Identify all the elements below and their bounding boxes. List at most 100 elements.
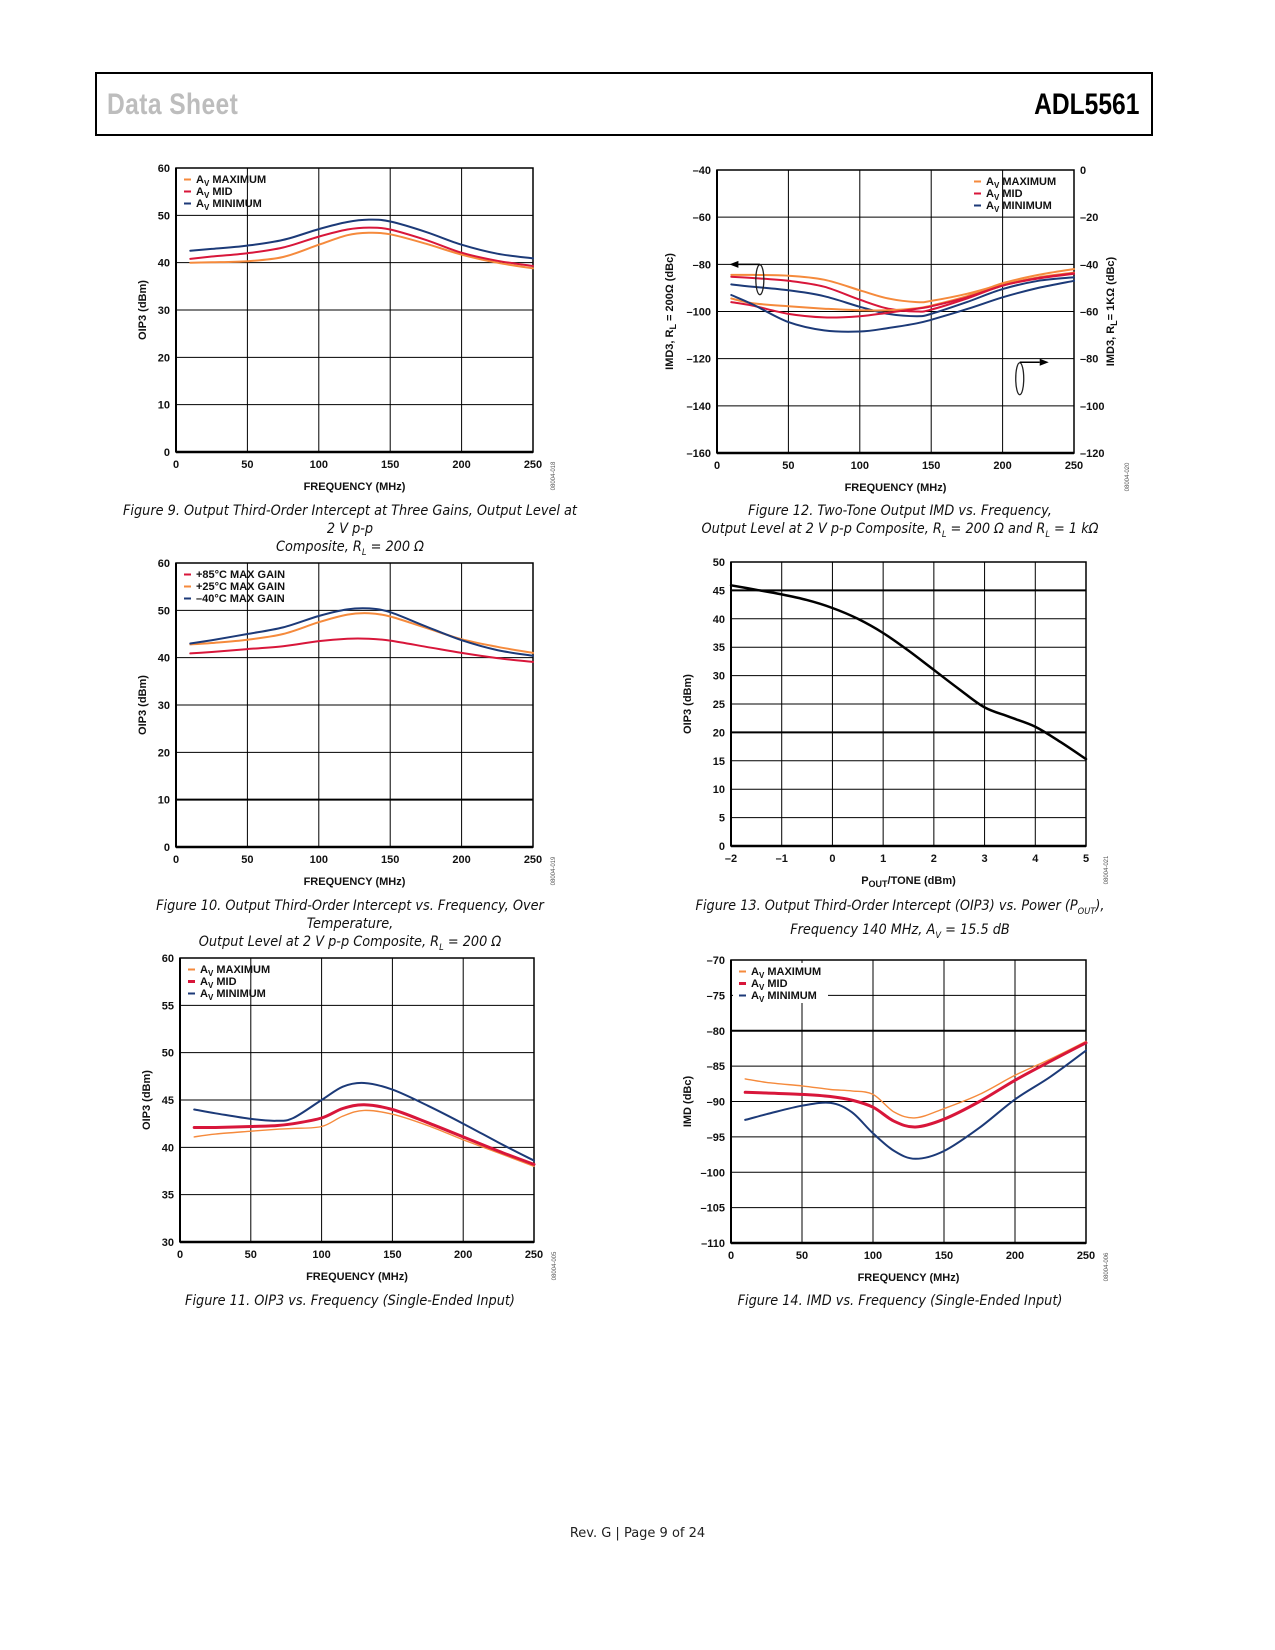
y2-tick-label: 0 <box>1080 165 1086 177</box>
figure-10-chart: 0 50 100 150 200 250 0 10 20 30 40 50 60 FREQUENCY (M… <box>137 558 557 888</box>
caption-subscript: V <box>935 930 941 941</box>
series-line-1 <box>743 1041 1088 1129</box>
y-tick-label: –160 <box>687 448 711 460</box>
legend-label-rest: MINIMUM <box>209 198 262 210</box>
y-axis-label: OIP3 (dBm) <box>141 1070 153 1130</box>
series-group <box>729 584 1088 761</box>
y-tick-label: –60 <box>693 212 711 224</box>
legend-label: AV MINIMUM <box>986 200 1052 214</box>
legend-label-main: A <box>200 964 208 976</box>
figure-13-caption: Figure 13. Output Third-Order Intercept … <box>670 897 1130 945</box>
caption-line: Output Level at 2 V p-p Composite, R <box>701 521 942 537</box>
legend-label-sub: V <box>204 191 210 200</box>
x-tick-label: 250 <box>525 1249 543 1261</box>
y2-axis-label-main: IMD3, R <box>1105 326 1117 366</box>
legend-label: AV MINIMUM <box>196 198 262 212</box>
legend-label-rest: MID <box>213 976 236 988</box>
y-tick-label: 20 <box>158 352 170 364</box>
x-tick-label: 5 <box>1083 853 1089 865</box>
x-axis-label-main: P <box>861 875 868 887</box>
y-tick-label: 60 <box>158 558 170 570</box>
figure-14-caption: Figure 14. IMD vs. Frequency (Single-End… <box>670 1292 1130 1310</box>
legend-label-sub: V <box>759 995 765 1004</box>
x-tick-label: 200 <box>454 1249 472 1261</box>
x-tick-label: 200 <box>452 854 470 866</box>
legend-label-rest: MAXIMUM <box>209 174 266 186</box>
plot-area <box>716 169 1075 455</box>
caption-line: Frequency 140 MHz, A <box>790 921 936 938</box>
x-tick-label: 0 <box>173 459 179 471</box>
y2-tick-label: –60 <box>1080 307 1098 319</box>
series-group <box>189 607 534 663</box>
x-tick-label: 3 <box>982 853 988 865</box>
series-line-2 <box>744 1049 1087 1160</box>
x-tick-label: 50 <box>796 1250 808 1262</box>
figure-12-caption: Figure 12. Two-Tone Output IMD vs. Frequ… <box>670 502 1130 544</box>
x-axis-label: FREQUENCY (MHz) <box>306 1271 408 1283</box>
x-axis-label-rest: /TONE (dBm) <box>888 875 957 887</box>
y-tick-label: –140 <box>687 401 711 413</box>
y2-tick-label: –100 <box>1080 401 1104 413</box>
legend-label-sub: V <box>204 179 210 188</box>
x-tick-label: 0 <box>177 1249 183 1261</box>
x-tick-label: 100 <box>864 1250 882 1262</box>
legend-label-sub: V <box>204 203 210 212</box>
right-arrowhead-icon <box>1039 358 1049 366</box>
axis-annotations <box>729 260 1049 396</box>
x-tick-label: 50 <box>245 1249 257 1261</box>
legend-label-main: +85°C MAX GAIN <box>196 569 285 581</box>
legend-label-sub: V <box>208 969 214 978</box>
x-tick-label: 1 <box>880 853 886 865</box>
y-tick-label: 40 <box>162 1142 174 1154</box>
series-line-0 <box>189 231 534 270</box>
legend-label-sub: V <box>759 983 765 992</box>
right-axis-ellipse-icon <box>1015 362 1025 396</box>
series-line-0 <box>189 637 534 663</box>
legend-label: AV MID <box>986 188 1023 202</box>
legend-label-main: A <box>196 174 204 186</box>
series-line-0 <box>744 1040 1087 1119</box>
x-tick-label: 2 <box>931 853 937 865</box>
legend-label-rest: MAXIMUM <box>999 176 1056 188</box>
legend-label-main: A <box>200 988 208 1000</box>
series-line-0 <box>730 271 1075 304</box>
figure-11-caption: Figure 11. OIP3 vs. Frequency (Single-En… <box>120 1292 580 1310</box>
legend-label-main: –40°C MAX GAIN <box>196 593 285 605</box>
caption-line: Composite, R <box>275 539 362 555</box>
figure-9-chart: 0 50 100 150 200 250 0 10 20 30 40 50 60 FREQUENCY (M… <box>137 163 557 493</box>
legend-label-main: A <box>986 200 994 212</box>
y-tick-label: –40 <box>693 165 711 177</box>
series-line-1 <box>189 612 534 654</box>
y-tick-label: –85 <box>707 1061 725 1073</box>
x-tick-label: 4 <box>1032 853 1039 865</box>
x-axis-label: FREQUENCY (MHz) <box>845 482 947 494</box>
x-tick-label: –2 <box>725 853 737 865</box>
legend-label-rest: MID <box>999 188 1022 200</box>
y-tick-label: –70 <box>707 955 725 967</box>
y-tick-label: –80 <box>693 259 711 271</box>
y-tick-label: 50 <box>162 1048 174 1060</box>
legend-label-rest: MINIMUM <box>999 200 1052 212</box>
legend-background <box>733 963 828 1003</box>
caption-line: = 200 Ω and R <box>946 521 1046 537</box>
legend-label-main: A <box>986 176 994 188</box>
y-tick-label: –80 <box>707 1026 725 1038</box>
series-line-1 <box>192 1103 536 1166</box>
legend-label: AV MAXIMUM <box>196 174 266 188</box>
x-tick-label: 150 <box>383 1249 401 1261</box>
y-tick-label: –100 <box>687 307 711 319</box>
legend-label-main: A <box>196 186 204 198</box>
x-tick-label: 100 <box>310 854 328 866</box>
caption-line: Figure 12. Two-Tone Output IMD vs. Frequ… <box>748 503 1052 519</box>
legend-label: AV MAXIMUM <box>751 966 821 980</box>
x-tick-label: 50 <box>241 854 253 866</box>
legend-label: AV MID <box>196 186 233 200</box>
y-tick-label: 10 <box>158 400 170 412</box>
y-tick-label: 0 <box>164 842 170 854</box>
y2-axis-label: IMD3, RL= 1KΩ (dBc) <box>1105 256 1119 366</box>
figure-code: 08004-006 <box>1104 1252 1110 1281</box>
legend-label-rest: MAXIMUM <box>213 964 270 976</box>
x-tick-label: 250 <box>1077 1250 1095 1262</box>
y-tick-label: –75 <box>707 990 725 1002</box>
